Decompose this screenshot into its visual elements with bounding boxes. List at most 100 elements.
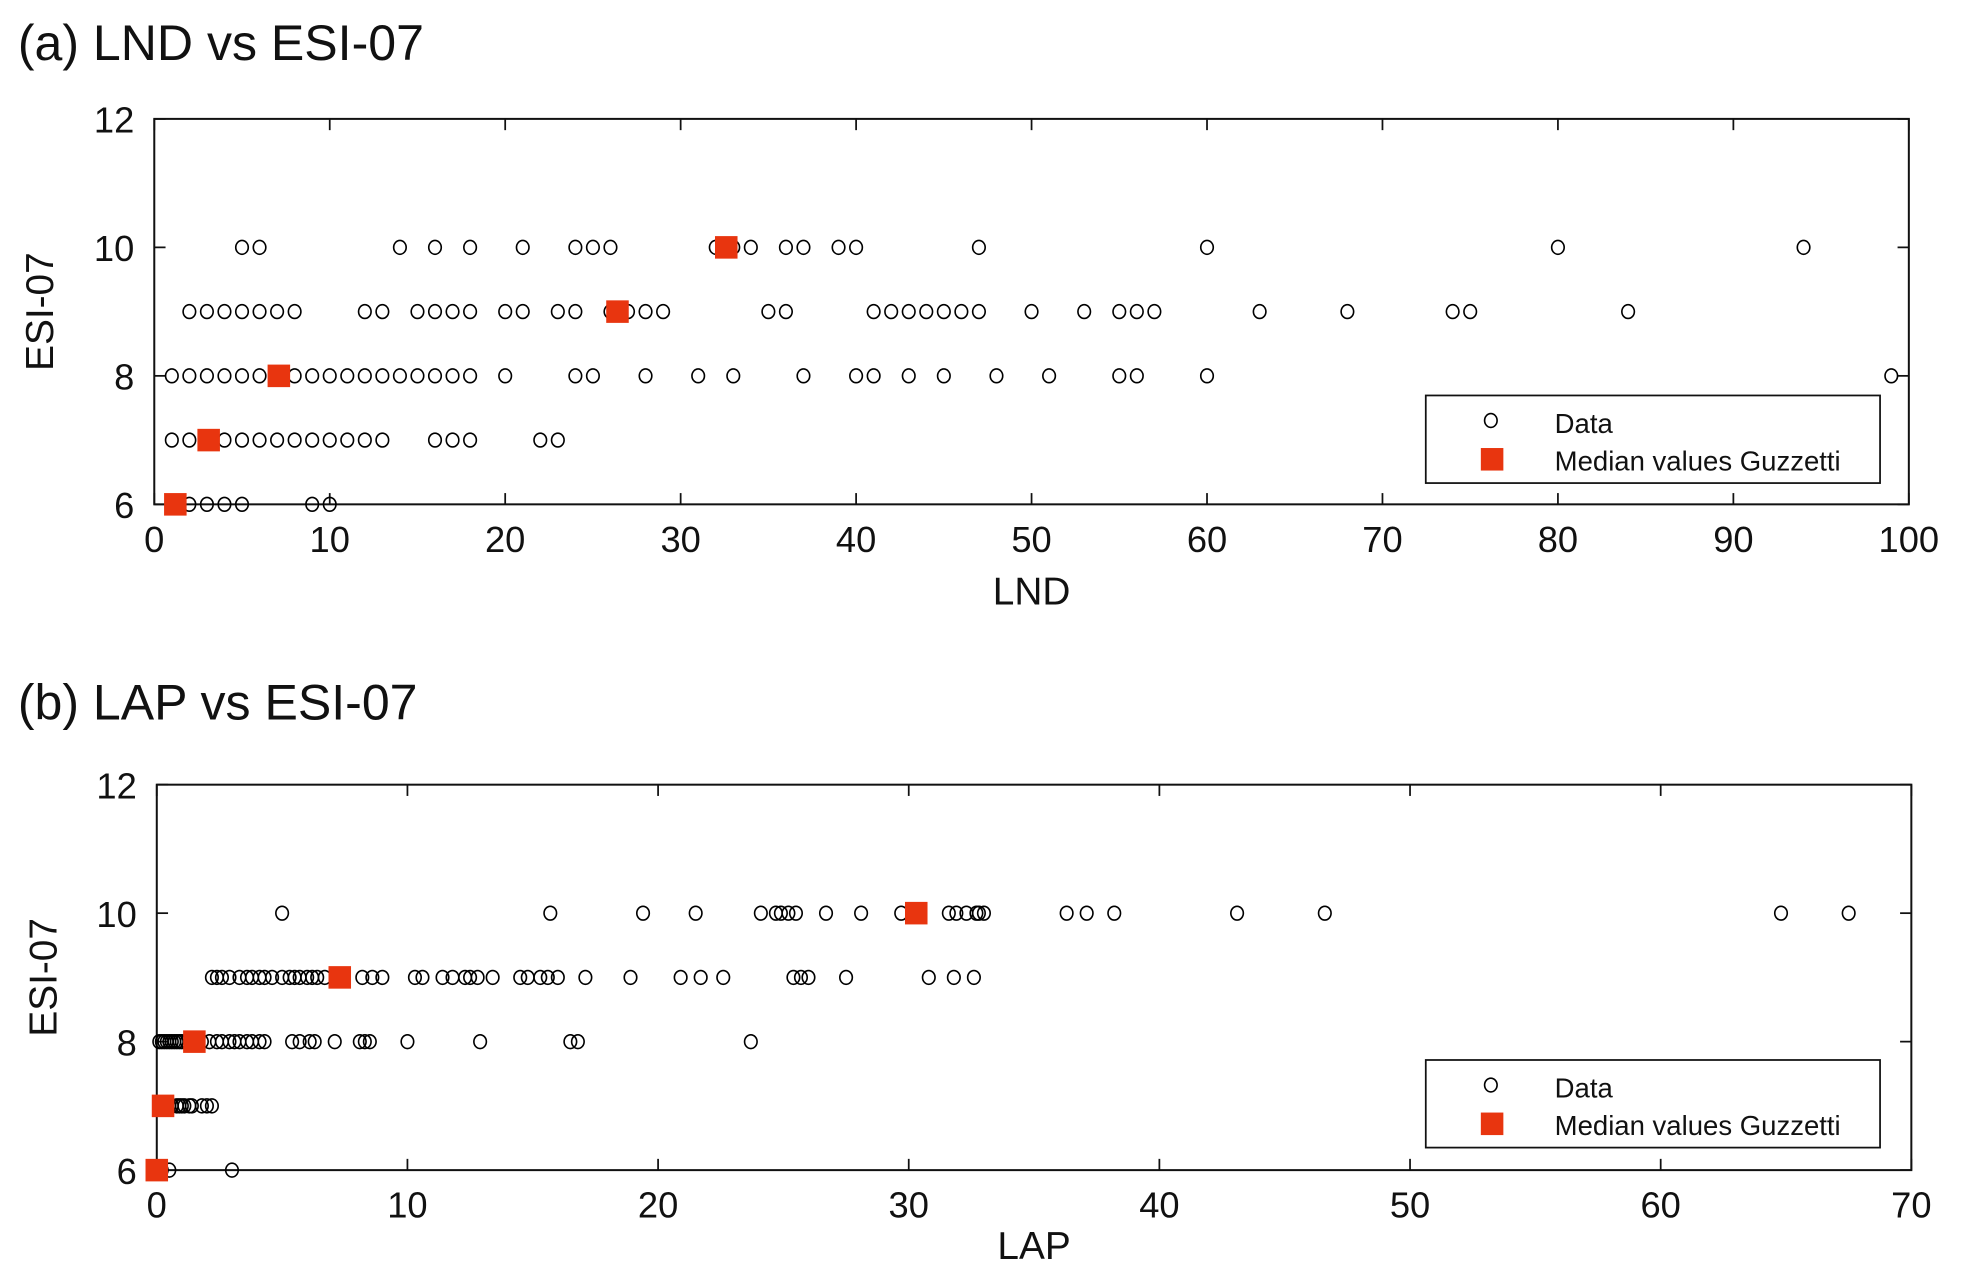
x-axis-label: LAP (997, 1225, 1070, 1268)
data-point (1147, 303, 1162, 320)
data-point (199, 1098, 214, 1114)
data-point (1317, 905, 1332, 921)
data-point (781, 905, 796, 921)
data-point (1199, 239, 1215, 256)
data-point (375, 368, 390, 384)
data-point (357, 303, 372, 320)
data-point (194, 1098, 209, 1114)
chart-panel-a: (a) LND vs ESI-07 0 10 20 30 40 50 60 70 80 90 100 6… (18, 15, 1939, 613)
x-tick-label: 10 (387, 1185, 427, 1226)
chart-title: (b) LAP vs ESI-07 (18, 675, 418, 731)
data-point (182, 368, 197, 384)
legend-median-marker (1480, 448, 1504, 471)
data-point (270, 303, 285, 320)
chart-title: (a) LND vs ESI-07 (18, 15, 424, 71)
x-tick-label: 60 (1641, 1185, 1681, 1226)
data-point (340, 432, 355, 448)
data-point (470, 969, 485, 986)
data-point (673, 969, 688, 986)
data-point (568, 239, 583, 256)
data-point (786, 969, 801, 986)
data-point (204, 969, 219, 986)
data-point (796, 239, 811, 256)
data-point (1550, 239, 1565, 256)
x-tick-label: 50 (1011, 519, 1051, 560)
data-point (445, 368, 460, 384)
data-point (543, 905, 558, 921)
data-point (901, 368, 916, 384)
data-point (854, 905, 869, 921)
data-point (966, 969, 981, 986)
data-point (1024, 303, 1039, 320)
data-point (427, 368, 443, 384)
legend-data-marker (1483, 412, 1498, 429)
data-point (919, 303, 934, 320)
data-point (234, 239, 250, 256)
data-point (688, 905, 703, 921)
chart-panel-b: (b) LAP vs ESI-07 0 10 20 30 40 50 60 70 6 8 10 12 LA… (18, 675, 1932, 1268)
data-point (184, 1098, 199, 1114)
data-point (463, 432, 478, 448)
data-point (1773, 905, 1789, 921)
data-point (585, 239, 600, 256)
data-point (322, 496, 337, 513)
data-point (164, 432, 179, 448)
x-axis-label: LND (993, 570, 1071, 613)
data-point (533, 969, 548, 986)
median-point (164, 493, 187, 516)
data-point (788, 905, 804, 921)
x-tick-label: 10 (310, 519, 350, 560)
data-point (946, 969, 961, 986)
legend-label-data: Data (1555, 1073, 1614, 1104)
data-point (407, 969, 423, 986)
data-point (691, 368, 706, 384)
data-point (884, 303, 899, 320)
data-point (217, 432, 232, 448)
data-point (305, 496, 320, 513)
x-tick-label: 80 (1538, 519, 1578, 560)
data-point (971, 239, 986, 256)
data-point (352, 1033, 367, 1050)
data-point (533, 432, 548, 448)
data-point (305, 432, 320, 448)
data-point (287, 303, 302, 320)
data-point (1463, 303, 1478, 320)
data-point (954, 303, 969, 320)
data-point (252, 239, 267, 256)
y-tick-label: 12 (94, 100, 134, 141)
data-point (257, 969, 272, 986)
data-point (778, 303, 793, 320)
y-tick-label: 8 (114, 357, 134, 398)
median-point (267, 364, 291, 388)
data-point (410, 368, 425, 384)
median-point (904, 901, 928, 925)
data-point (292, 1033, 307, 1050)
data-point (563, 1033, 578, 1050)
data-point (427, 303, 443, 320)
data-point (362, 1033, 377, 1050)
data-point (224, 1162, 240, 1178)
data-point (638, 303, 653, 320)
data-point (693, 969, 708, 986)
data-point (177, 1098, 192, 1114)
data-point (513, 969, 528, 986)
data-point (473, 1033, 488, 1050)
data-point (310, 969, 325, 986)
data-point (285, 1033, 300, 1050)
data-point (743, 1033, 758, 1050)
data-point (1042, 368, 1057, 384)
median-point (328, 966, 352, 989)
data-point (635, 905, 651, 921)
data-point (427, 432, 443, 448)
data-point (357, 432, 372, 448)
data-point (550, 432, 565, 448)
median-point (151, 1094, 175, 1118)
data-point (796, 368, 811, 384)
data-point (287, 368, 302, 384)
legend-median-marker (1480, 1112, 1504, 1136)
data-point (976, 905, 992, 921)
data-point (831, 239, 846, 256)
data-point (182, 303, 197, 320)
data-point (375, 432, 390, 448)
x-tick-label: 70 (1891, 1185, 1931, 1226)
